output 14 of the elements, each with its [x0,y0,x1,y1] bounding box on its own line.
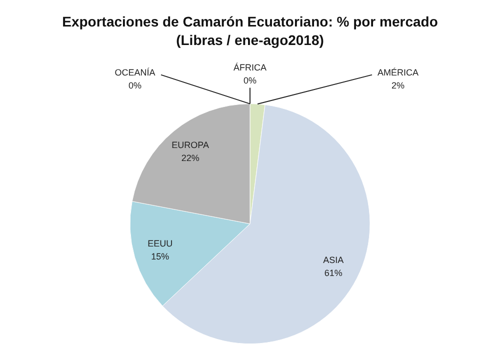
chart-subtitle: (Libras / ene-ago2018) [176,32,324,48]
text: 0% [243,75,257,86]
slice-label: EEUU [148,238,173,248]
text: 0% [128,80,142,90]
slice-label: EUROPA [172,140,210,150]
data-label: 2% [391,80,405,90]
category-label: ÁFRICA [233,62,267,72]
chart-title: Exportaciones de Camarón Ecuatoriano: % por mercado [62,13,438,30]
slice-label: ASIA [323,254,344,265]
data-label: 15% [151,251,170,262]
category-label: OCEANÍA [114,67,156,78]
data-label: 22% [181,153,200,164]
slice-label: AMÉRICA [377,67,419,78]
data-label: 61% [324,268,342,278]
